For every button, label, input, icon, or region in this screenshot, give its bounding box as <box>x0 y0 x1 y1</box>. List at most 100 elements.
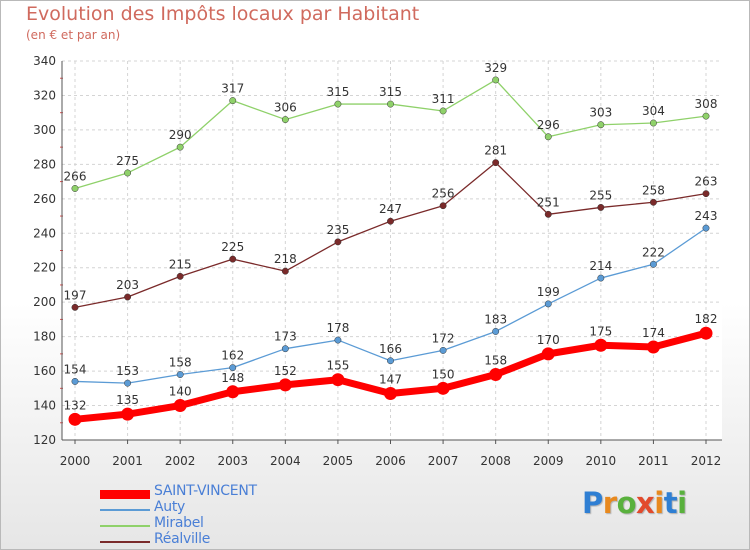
x-tick-label: 2009 <box>533 454 564 468</box>
data-label-mirabel: 306 <box>274 101 297 115</box>
data-label-r-alville: 235 <box>326 223 349 237</box>
data-point-saint-vincent <box>278 378 292 392</box>
data-point-auty <box>702 224 710 232</box>
data-label-auty: 243 <box>695 209 718 223</box>
data-label-saint-vincent: 140 <box>169 385 192 399</box>
data-point-auty <box>544 300 552 308</box>
legend-swatch <box>100 489 150 499</box>
y-tick-label: 180 <box>33 330 56 344</box>
data-label-r-alville: 247 <box>379 202 402 216</box>
y-tick-label: 200 <box>33 295 56 309</box>
x-tick-label: 2001 <box>112 454 143 468</box>
legend-swatch <box>100 525 150 527</box>
y-tick-label: 140 <box>33 399 56 413</box>
legend-label: Réalville <box>154 531 211 547</box>
series <box>68 76 713 426</box>
data-point-r-alville <box>702 190 710 198</box>
chart-subtitle: (en € et par an) <box>26 28 121 42</box>
data-point-auty <box>492 328 500 335</box>
data-label-mirabel: 290 <box>169 128 192 142</box>
data-point-r-alville <box>439 202 447 210</box>
data-point-auty <box>334 336 342 344</box>
data-point-mirabel <box>281 116 289 124</box>
data-label-r-alville: 218 <box>274 252 297 266</box>
data-label-auty: 166 <box>379 342 402 356</box>
data-point-r-alville <box>281 267 289 275</box>
data-label-r-alville: 225 <box>221 240 244 254</box>
axes: 120 140 160 180 200 220 240 260 280 300 320 340 2000… <box>33 54 722 468</box>
proxiti-logo: Proxiti <box>582 486 687 520</box>
data-point-saint-vincent <box>541 347 555 361</box>
data-label-mirabel: 315 <box>379 85 402 99</box>
data-point-saint-vincent <box>699 326 713 340</box>
data-point-saint-vincent <box>173 399 187 413</box>
legend-swatch <box>100 509 150 511</box>
data-label-saint-vincent: 135 <box>116 393 139 407</box>
y-tick-label: 320 <box>33 88 56 102</box>
data-label-saint-vincent: 170 <box>537 333 560 347</box>
data-point-saint-vincent <box>384 386 397 400</box>
data-label-mirabel: 315 <box>326 85 349 99</box>
data-label-saint-vincent: 175 <box>589 324 612 338</box>
y-tick-label: 160 <box>33 364 56 378</box>
data-point-mirabel <box>439 107 447 115</box>
data-label-mirabel: 311 <box>432 92 455 106</box>
legend-item-saint-vincent: SAINT-VINCENT <box>100 483 360 502</box>
data-point-r-alville <box>387 217 394 225</box>
logo-letter: r <box>602 486 617 520</box>
data-label-auty: 158 <box>169 356 192 370</box>
data-point-mirabel <box>124 169 132 177</box>
data-label-saint-vincent: 132 <box>64 398 87 412</box>
data-label-auty: 178 <box>326 321 349 335</box>
data-label-mirabel: 275 <box>116 154 139 168</box>
data-label-saint-vincent: 148 <box>221 371 244 385</box>
y-tick-label: 220 <box>33 261 56 275</box>
logo-letter: P <box>582 486 603 520</box>
data-label-r-alville: 255 <box>589 188 612 202</box>
data-point-saint-vincent <box>489 368 503 382</box>
data-point-saint-vincent <box>226 385 240 399</box>
chart-title: Evolution des Impôts locaux par Habitant <box>26 3 420 25</box>
data-point-auty <box>229 364 237 372</box>
data-label-r-alville: 215 <box>169 257 192 271</box>
data-label-saint-vincent: 155 <box>326 359 349 373</box>
data-label-mirabel: 308 <box>695 97 718 111</box>
data-point-auty <box>649 260 657 268</box>
data-label-auty: 222 <box>642 245 665 259</box>
data-label-saint-vincent: 182 <box>695 312 718 326</box>
y-tick-label: 340 <box>33 54 56 68</box>
data-label-auty: 199 <box>537 285 560 299</box>
data-label-saint-vincent: 158 <box>484 354 507 368</box>
data-point-r-alville <box>334 238 342 246</box>
data-label-r-alville: 203 <box>116 278 139 292</box>
legend-swatch <box>100 541 150 543</box>
data-point-r-alville <box>124 293 132 301</box>
data-label-r-alville: 281 <box>484 144 507 158</box>
x-tick-label: 2011 <box>638 454 669 468</box>
data-point-mirabel <box>702 112 710 120</box>
data-label-mirabel: 304 <box>642 104 665 118</box>
data-point-mirabel <box>176 143 184 151</box>
data-labels: 266 275 290 317 306 315 315 311 329 296 303 304 308 1… <box>64 61 718 412</box>
data-point-auty <box>71 377 79 385</box>
data-point-saint-vincent <box>436 381 450 395</box>
data-point-r-alville <box>176 272 184 280</box>
data-point-r-alville <box>229 255 237 263</box>
y-tick-label: 300 <box>33 123 56 137</box>
x-tick-label: 2000 <box>60 454 91 468</box>
data-label-mirabel: 317 <box>221 82 244 96</box>
data-label-saint-vincent: 147 <box>379 372 402 386</box>
logo-letter: i <box>677 486 687 520</box>
data-label-r-alville: 256 <box>432 187 455 201</box>
x-tick-label: 2006 <box>375 454 406 468</box>
data-point-mirabel <box>387 100 394 108</box>
data-point-r-alville <box>649 198 657 206</box>
logo-letter: i <box>654 486 664 520</box>
legend-item-auty: Auty <box>100 499 360 518</box>
data-point-mirabel <box>334 100 342 108</box>
data-label-auty: 153 <box>116 364 139 378</box>
x-tick-label: 2008 <box>480 454 511 468</box>
data-label-mirabel: 296 <box>537 118 560 132</box>
x-tick-label: 2012 <box>691 454 722 468</box>
